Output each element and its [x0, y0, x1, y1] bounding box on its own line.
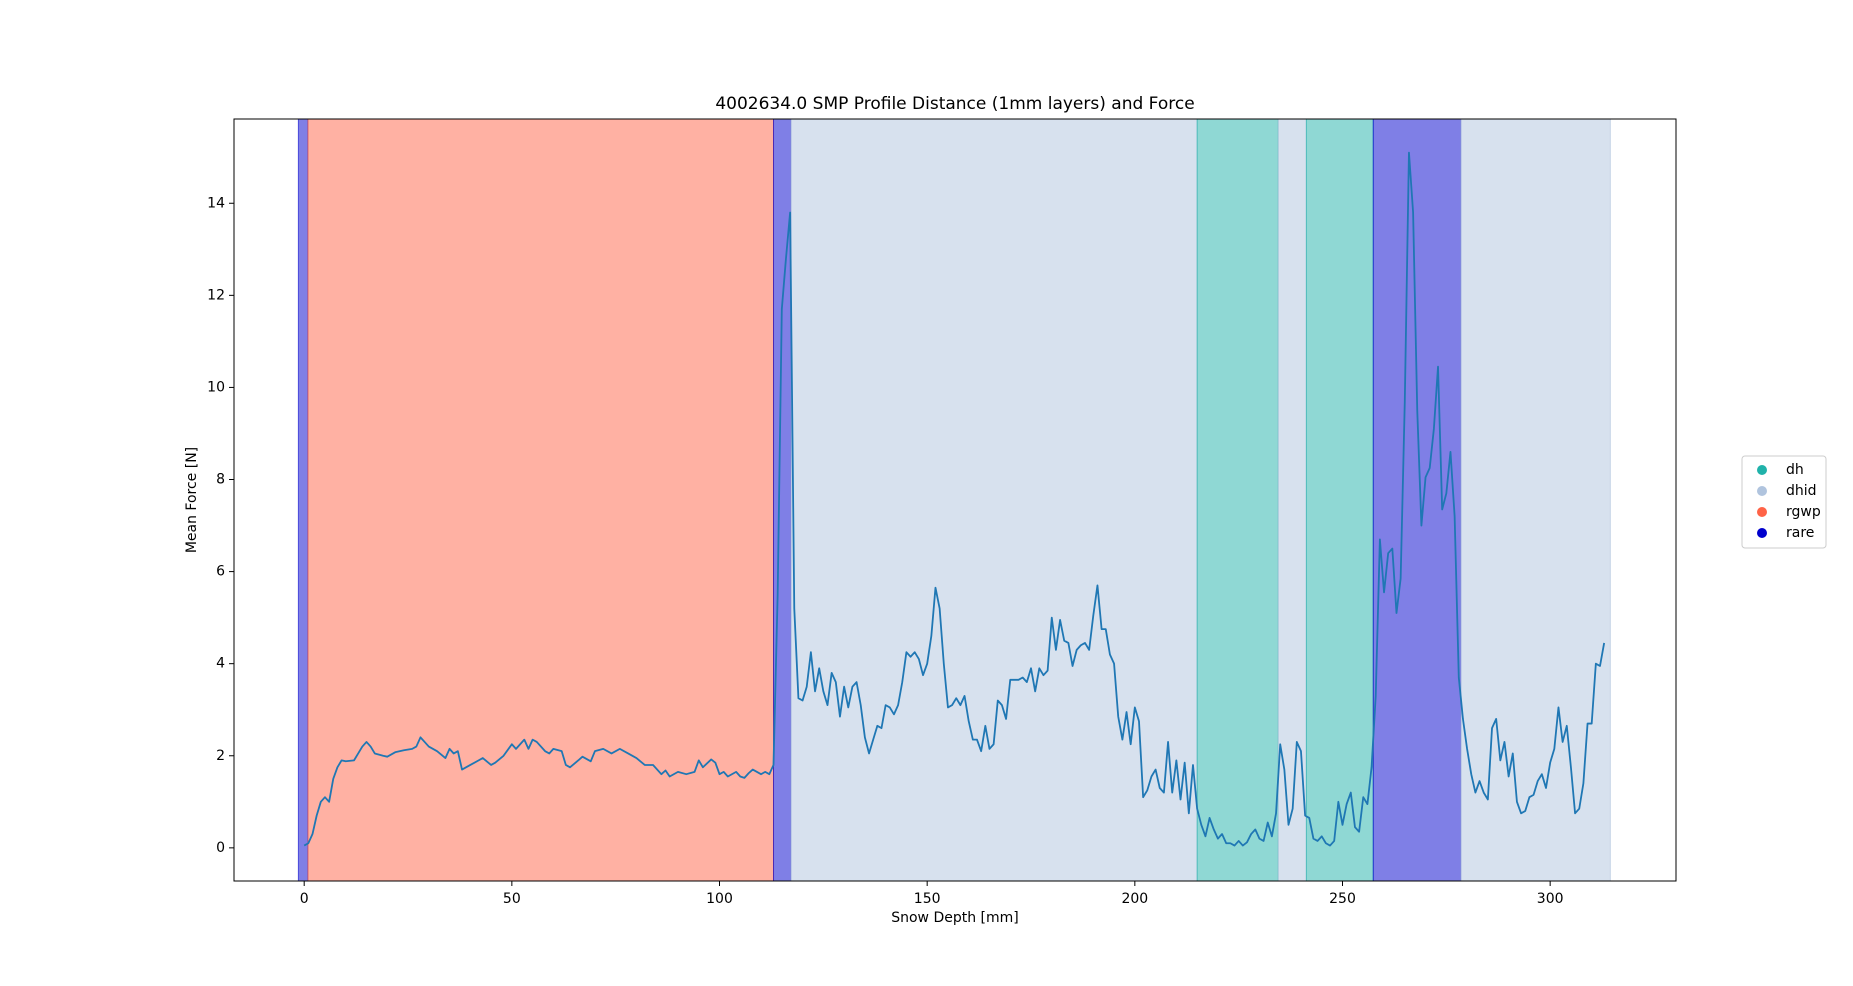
- legend-label: dh: [1786, 462, 1804, 478]
- x-tick-label: 150: [914, 891, 941, 907]
- x-tick-label: 100: [706, 891, 733, 907]
- layer-band: [1305, 118, 1374, 882]
- x-tick-label: 0: [300, 891, 309, 907]
- layer-band: [1196, 118, 1279, 882]
- legend-marker: [1757, 528, 1767, 538]
- x-tick-label: 200: [1121, 891, 1148, 907]
- legend-label: rare: [1786, 525, 1814, 541]
- legend-marker: [1757, 465, 1767, 475]
- x-tick-label: 50: [503, 891, 521, 907]
- layer-band: [1460, 118, 1611, 882]
- y-tick-label: 6: [216, 564, 225, 580]
- y-tick-label: 10: [207, 379, 225, 395]
- layer-band: [1372, 118, 1462, 882]
- x-tick-label: 300: [1537, 891, 1564, 907]
- y-axis-label: Mean Force [N]: [184, 447, 200, 553]
- y-tick-label: 8: [216, 472, 225, 488]
- legend-marker: [1757, 486, 1767, 496]
- legend-marker: [1757, 507, 1767, 517]
- y-tick-label: 12: [207, 287, 225, 303]
- legend-box: [1741, 455, 1827, 549]
- x-tick-label: 250: [1329, 891, 1356, 907]
- chart-title: 4002634.0 SMP Profile Distance (1mm laye…: [715, 94, 1194, 114]
- layer-band: [307, 118, 775, 882]
- y-tick-label: 14: [207, 195, 225, 211]
- y-tick-label: 2: [216, 748, 225, 764]
- layer-band: [297, 118, 309, 882]
- y-tick-label: 4: [216, 656, 225, 672]
- y-tick-label: 0: [216, 840, 225, 856]
- legend-label: rgwp: [1786, 504, 1821, 520]
- x-axis-label: Snow Depth [mm]: [891, 910, 1019, 926]
- legend-label: dhid: [1786, 483, 1817, 499]
- plot-frame: [233, 118, 1677, 882]
- layer-band: [790, 118, 1198, 882]
- force-line: [303, 151, 1606, 847]
